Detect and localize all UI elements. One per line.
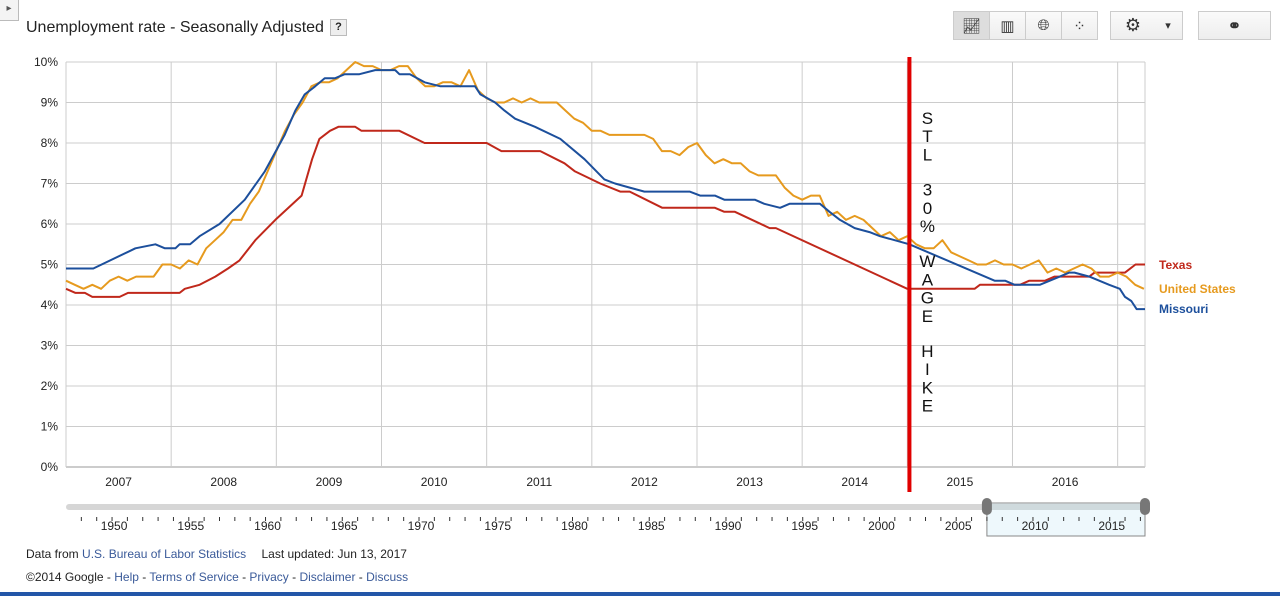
copyright: ©2014 Google (26, 570, 104, 584)
discuss-link[interactable]: Discuss (366, 570, 409, 584)
terms-link[interactable]: Terms of Service (149, 570, 239, 584)
globe-map-icon[interactable]: 🌐︎ (1026, 12, 1062, 39)
x-tick-label: 2009 (316, 475, 343, 489)
gear-icon: ⚙ (1124, 15, 1142, 35)
sep: - (103, 570, 115, 584)
legend-united-states[interactable]: United States (1159, 282, 1236, 296)
annotation-char: A (922, 270, 934, 289)
y-tick-label: 2% (41, 379, 59, 393)
annotation-char: 3 (923, 181, 932, 200)
timeline-label: 2005 (945, 519, 972, 533)
annotation-char: K (922, 378, 934, 397)
link-icon: ⚭ (1227, 17, 1242, 35)
bottom-border (0, 592, 1280, 596)
annotation-char: W (919, 252, 935, 271)
x-tick-label: 2013 (736, 475, 763, 489)
chevron-down-icon: ▾ (1165, 20, 1171, 32)
legend-texas[interactable]: Texas (1159, 258, 1193, 272)
y-tick-label: 8% (41, 136, 59, 150)
x-tick-label: 2014 (841, 475, 868, 489)
y-tick-label: 9% (41, 96, 59, 110)
annotation-char: E (922, 307, 933, 326)
x-tick-label: 2010 (421, 475, 448, 489)
annotation-char: H (921, 342, 933, 361)
timeline-label: 1975 (484, 519, 511, 533)
annotation-char: % (920, 217, 935, 236)
annotation-char: 0 (923, 199, 932, 218)
link-button[interactable]: ⚭ (1198, 11, 1271, 40)
timeline-track (66, 504, 1145, 510)
timeline-label: 1995 (791, 519, 818, 533)
timeline-label: 2010 (1022, 519, 1049, 533)
timeline-label: 1955 (177, 519, 204, 533)
timeline-end-handle[interactable] (1140, 498, 1150, 515)
y-tick-label: 10% (34, 55, 58, 69)
series-line-missouri (66, 69, 1145, 311)
annotation-char: G (921, 289, 934, 308)
x-tick-label: 2016 (1052, 475, 1079, 489)
sep: - (288, 570, 300, 584)
title-text: Unemployment rate - Seasonally Adjusted (26, 19, 324, 36)
sep: - (238, 570, 250, 584)
expand-arrow-icon[interactable]: ▸ (0, 0, 19, 21)
timeline-selected-track (986, 504, 1145, 510)
sep: - (355, 570, 367, 584)
x-tick-label: 2008 (210, 475, 237, 489)
annotation-char: T (922, 127, 932, 146)
data-source: Data from U.S. Bureau of Labor Statistic… (26, 547, 407, 561)
line-chart-icon[interactable]: 📈︎ (954, 12, 990, 39)
legend-missouri[interactable]: Missouri (1159, 302, 1209, 316)
timeline-label: 2015 (1098, 519, 1125, 533)
settings-button[interactable]: ⚙ ▾ (1110, 11, 1183, 40)
data-from-label: Data from (26, 547, 79, 561)
annotation-char: E (922, 397, 933, 416)
timeline-label: 1970 (408, 519, 435, 533)
y-tick-label: 5% (41, 258, 59, 272)
timeline-label: 1985 (638, 519, 665, 533)
y-tick-label: 6% (41, 217, 59, 231)
y-tick-label: 0% (41, 460, 59, 474)
x-tick-label: 2007 (105, 475, 132, 489)
sep: - (138, 570, 150, 584)
source-link[interactable]: U.S. Bureau of Labor Statistics (82, 547, 247, 561)
last-updated: Last updated: Jun 13, 2017 (261, 547, 407, 561)
y-tick-label: 3% (41, 339, 59, 353)
chart-title: Unemployment rate - Seasonally Adjusted? (26, 19, 347, 37)
help-button[interactable]: ? (329, 19, 347, 36)
timeline-start-handle[interactable] (981, 498, 992, 515)
chart-type-toolbar: 📈︎ ▥ 🌐︎ ⁘ (953, 11, 1098, 40)
x-tick-label: 2012 (631, 475, 658, 489)
y-tick-label: 1% (41, 420, 59, 434)
annotation-char: I (925, 360, 930, 379)
y-tick-label: 4% (41, 298, 59, 312)
series-line-texas (65, 125, 1145, 298)
privacy-link[interactable]: Privacy (249, 570, 289, 584)
timeline-label: 1960 (254, 519, 281, 533)
timeline-label: 1990 (715, 519, 742, 533)
x-tick-label: 2015 (947, 475, 974, 489)
disclaimer-link[interactable]: Disclaimer (299, 570, 356, 584)
timeline-label: 1950 (101, 519, 128, 533)
timeline-label: 1965 (331, 519, 358, 533)
timeline-label: 1980 (561, 519, 588, 533)
footer-links: ©2014 Google - Help - Terms of Service -… (26, 570, 408, 584)
bar-chart-icon[interactable]: ▥ (990, 12, 1026, 39)
help-link[interactable]: Help (114, 570, 139, 584)
y-tick-label: 7% (41, 177, 59, 191)
x-tick-label: 2011 (526, 475, 552, 489)
annotation-char: S (922, 109, 933, 128)
scatter-chart-icon[interactable]: ⁘ (1073, 17, 1086, 35)
timeline-label: 2000 (868, 519, 895, 533)
series-line-united-states (65, 61, 1145, 290)
annotation-char: L (923, 145, 932, 164)
